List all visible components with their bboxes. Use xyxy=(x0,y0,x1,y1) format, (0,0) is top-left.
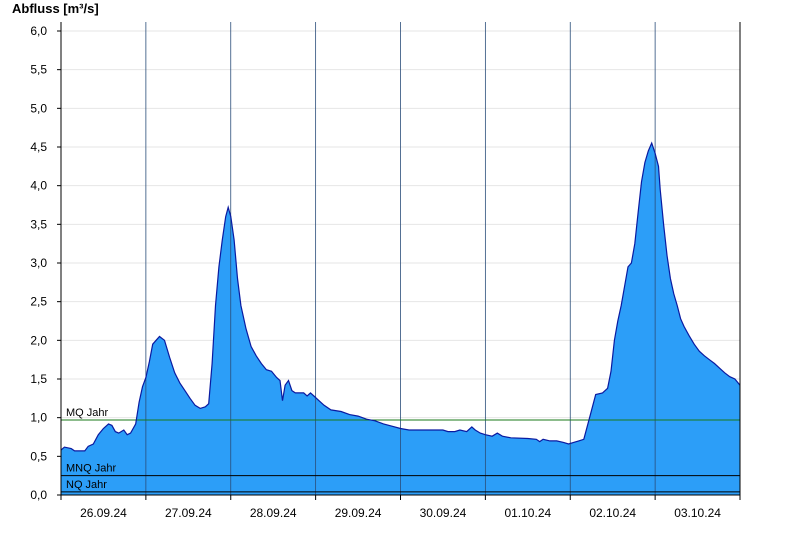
y-tick-label: 6,0 xyxy=(30,24,47,38)
y-axis-title: Abfluss [m³/s] xyxy=(12,1,99,16)
day-separator-lines xyxy=(145,22,656,495)
y-tick-label: 0,0 xyxy=(30,488,47,502)
y-tick-label: 4,5 xyxy=(30,140,47,154)
discharge-line xyxy=(60,141,741,452)
y-tick-label: 1,0 xyxy=(30,411,47,425)
x-tick-label: 26.09.24 xyxy=(80,506,127,520)
x-tick-label: 02.10.24 xyxy=(589,506,636,520)
x-tick-label: 03.10.24 xyxy=(674,506,721,520)
x-tick-label: 27.09.24 xyxy=(165,506,212,520)
reference-label: MQ Jahr xyxy=(66,407,109,419)
x-tick-label: 01.10.24 xyxy=(504,506,551,520)
reference-label: MNQ Jahr xyxy=(66,463,116,475)
y-tick-label: 3,5 xyxy=(30,217,47,231)
reference-label: NQ Jahr xyxy=(66,479,107,491)
y-tick-label: 2,5 xyxy=(30,295,47,309)
reference-lines: MQ Jahr MNQ Jahr NQ Jahr xyxy=(61,407,740,493)
y-tick-label: 1,5 xyxy=(30,372,47,386)
x-tick-label: 28.09.24 xyxy=(250,506,297,520)
x-tick-labels: 26.09.24 27.09.24 28.09.24 29.09.24 30.09.24… xyxy=(60,495,741,520)
y-tick-labels: 0,0 0,5 1,0 1,5 2,0 2,5 3,0 3,5 4,0 4,5 5,0 5,5 6,0 xyxy=(30,24,61,502)
x-tick-label: 30.09.24 xyxy=(420,506,467,520)
y-tick-label: 4,0 xyxy=(30,179,47,193)
y-tick-label: 0,5 xyxy=(30,449,47,463)
y-tick-label: 3,0 xyxy=(30,256,47,270)
y-tick-label: 2,0 xyxy=(30,333,47,347)
y-tick-label: 5,0 xyxy=(30,101,47,115)
x-tick-label: 29.09.24 xyxy=(335,506,382,520)
y-tick-label: 5,5 xyxy=(30,63,47,77)
